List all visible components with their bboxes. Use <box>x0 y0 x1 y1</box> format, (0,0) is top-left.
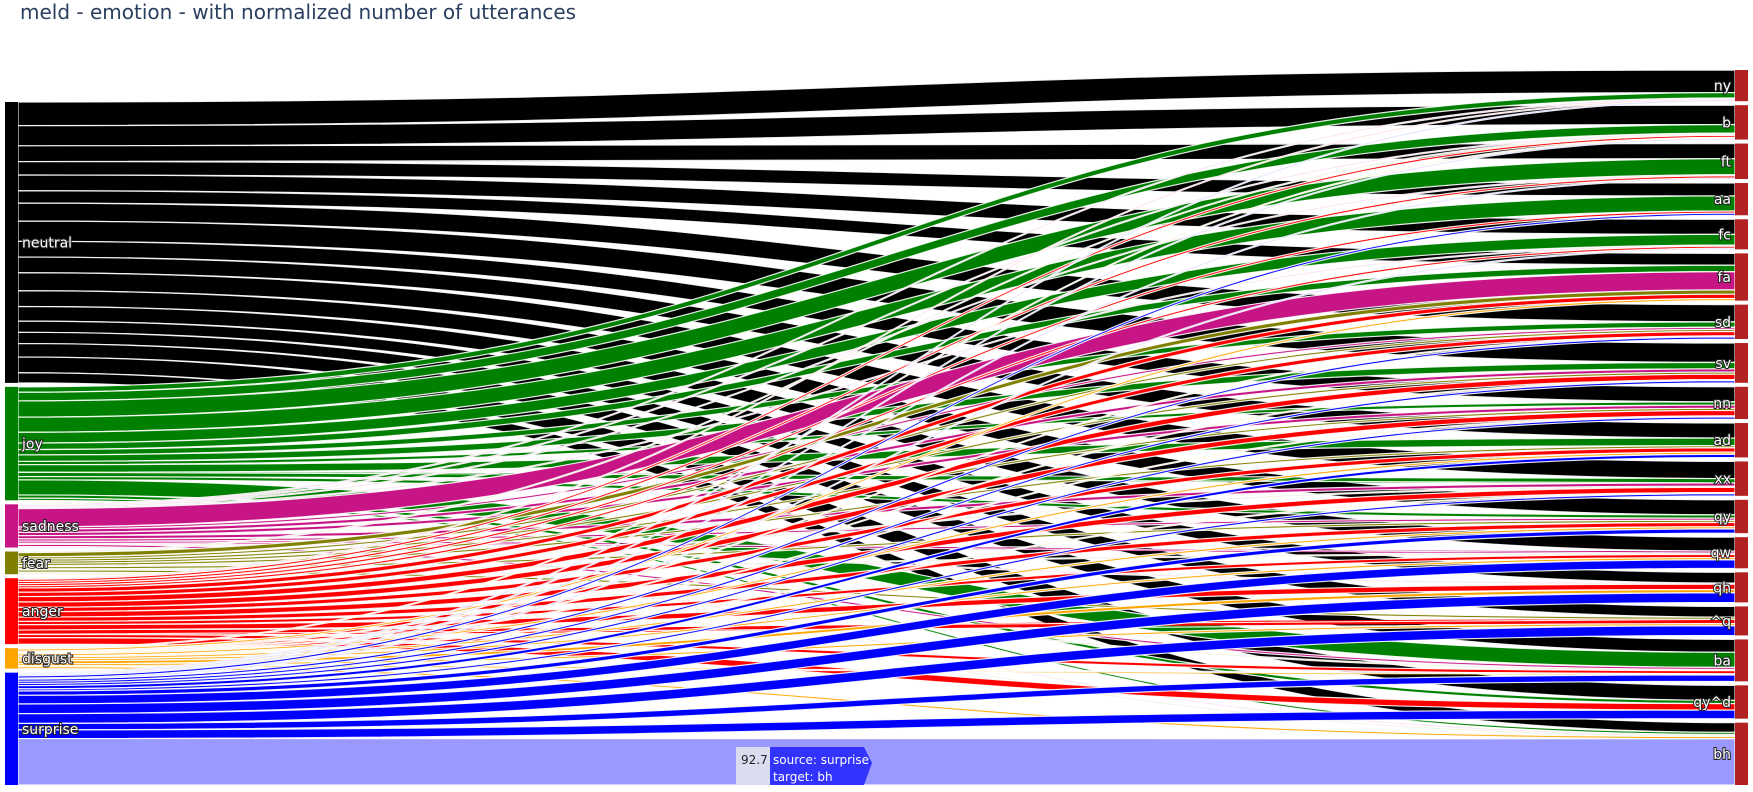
sankey-link-surprise-ny[interactable] <box>17 99 1736 675</box>
target-node-ba[interactable] <box>1735 639 1748 682</box>
sankey-link-surprise-ft[interactable] <box>17 177 1736 677</box>
source-node-surprise[interactable] <box>5 672 18 785</box>
target-node-sv[interactable] <box>1735 343 1748 383</box>
target-label-ft: ft <box>1721 154 1732 170</box>
target-node-b[interactable] <box>1735 105 1748 140</box>
sankey-link-surprise-qh[interactable] <box>17 592 1736 715</box>
hover-tooltip: 92.7 source: surprise target: bh <box>736 747 872 785</box>
target-node-ad[interactable] <box>1735 423 1748 458</box>
source-node-anger[interactable] <box>5 578 18 645</box>
target-node-aa[interactable] <box>1735 183 1748 216</box>
target-node-qw[interactable] <box>1735 537 1748 569</box>
target-label-fa: fa <box>1717 270 1731 286</box>
target-label-qh: qh <box>1713 580 1731 596</box>
target-node-qy[interactable] <box>1735 499 1748 534</box>
target-label-qy: qy <box>1714 509 1731 525</box>
target-node-ft[interactable] <box>1735 143 1748 180</box>
source-label-joy: joy <box>21 437 43 453</box>
sankey-nodes <box>5 70 1748 785</box>
tooltip-box <box>770 747 872 785</box>
source-label-neutral: neutral <box>22 235 72 251</box>
sankey-link-surprise-b[interactable] <box>17 137 1736 676</box>
sankey-link-surprise-bh[interactable] <box>17 737 1736 786</box>
source-node-joy[interactable] <box>5 386 18 501</box>
source-node-disgust[interactable] <box>5 648 18 669</box>
target-node-qycaret-d[interactable] <box>1735 685 1748 719</box>
source-node-fear[interactable] <box>5 551 18 575</box>
sankey-link-surprise-qw[interactable] <box>17 559 1736 705</box>
target-label-qycaret-d: qy^d <box>1693 695 1731 711</box>
target-label-xx: xx <box>1714 472 1731 488</box>
tooltip-value-box <box>736 747 770 785</box>
source-node-sadness[interactable] <box>5 504 18 548</box>
source-label-surprise: surprise <box>22 722 78 738</box>
sankey-labels: neutral joy sadness fear anger disgust surpris… <box>20 78 1733 764</box>
source-label-anger: anger <box>22 604 63 620</box>
target-label-sd: sd <box>1715 315 1731 331</box>
target-node-fc[interactable] <box>1735 219 1748 250</box>
sankey-link-surprise-caret-q[interactable] <box>17 625 1736 725</box>
target-label-fc: fc <box>1718 227 1731 243</box>
source-label-fear: fear <box>22 556 50 572</box>
target-label-qw: qw <box>1711 546 1731 562</box>
target-node-caret-q[interactable] <box>1735 606 1748 636</box>
target-node-bh[interactable] <box>1735 722 1748 785</box>
chart-title: meld - emotion - with normalized number … <box>20 0 577 24</box>
sankey-links <box>17 69 1736 740</box>
sankey-link-surprise-sv[interactable] <box>17 380 1736 685</box>
sankey-link-surprise-xx[interactable] <box>17 493 1736 692</box>
tooltip-source: source: surprise <box>773 753 869 767</box>
source-label-sadness: sadness <box>22 519 79 535</box>
sankey-link-surprise-ad[interactable] <box>17 453 1736 690</box>
target-node-xx[interactable] <box>1735 461 1748 496</box>
source-label-disgust: disgust <box>22 651 73 667</box>
tooltip-value: 92.7 <box>741 753 768 767</box>
target-node-sd[interactable] <box>1735 304 1748 340</box>
target-label-aa: aa <box>1714 192 1731 208</box>
sankey-link-surprise-qy[interactable] <box>17 528 1736 696</box>
target-label-sv: sv <box>1715 356 1731 372</box>
target-label-b: b <box>1722 115 1731 131</box>
tooltip-target: target: bh <box>773 770 833 784</box>
target-label-ba: ba <box>1714 653 1731 669</box>
target-label-caret-q: ^q <box>1710 614 1731 630</box>
target-label-ny: ny <box>1714 79 1731 95</box>
target-label-nn: nn <box>1713 396 1731 412</box>
target-node-qh[interactable] <box>1735 572 1748 603</box>
target-node-fa[interactable] <box>1735 253 1748 301</box>
source-node-neutral[interactable] <box>5 102 18 383</box>
hover-highlight <box>17 737 1736 786</box>
target-node-ny[interactable] <box>1735 70 1748 102</box>
target-label-ad: ad <box>1714 433 1731 449</box>
target-label-bh: bh <box>1713 747 1731 763</box>
target-node-nn[interactable] <box>1735 386 1748 420</box>
